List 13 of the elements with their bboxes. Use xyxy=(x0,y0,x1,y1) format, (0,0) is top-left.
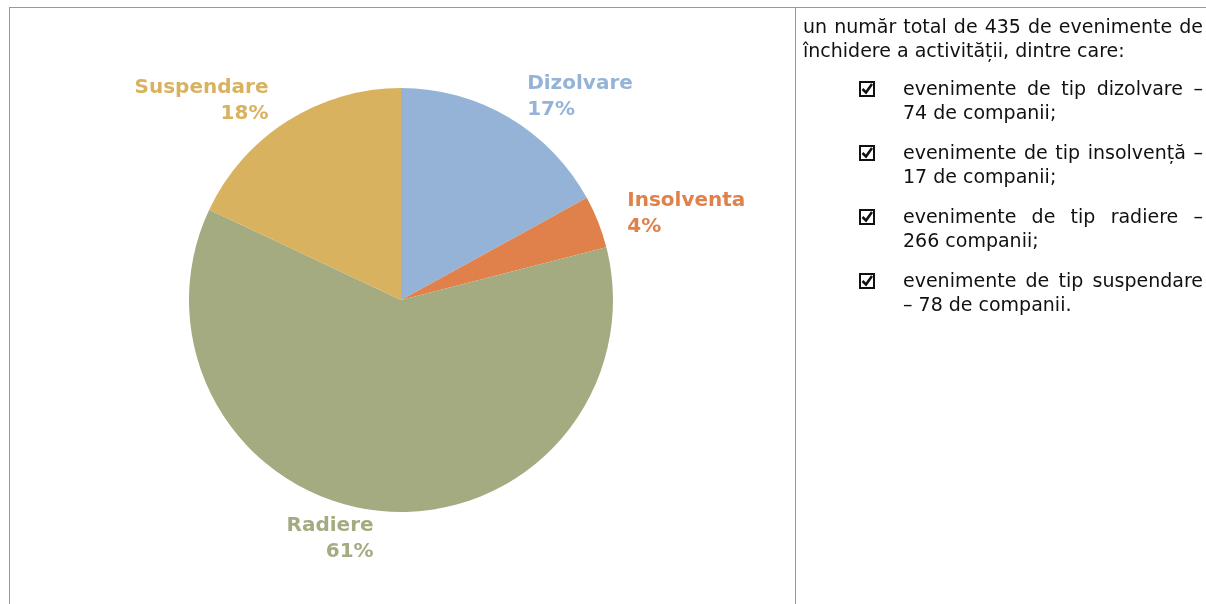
data-label: 4% xyxy=(627,213,662,238)
text: evenimente de tip dizolvare – 74 de companii; xyxy=(902,76,1203,124)
slice-label: Insolventa xyxy=(627,187,746,212)
text: evenimente de tip suspendare – 78 de companii. xyxy=(902,268,1203,316)
slice-label: Radiere xyxy=(286,511,374,536)
text: un număr total de 435 de evenimente de închidere a activității, dintre care: xyxy=(803,14,1203,62)
slice-label: Suspendare xyxy=(134,74,269,99)
data-label: 18% xyxy=(220,100,269,125)
slice-label: Dizolvare xyxy=(527,70,633,95)
data-label: 17% xyxy=(527,96,576,121)
text: evenimente de tip insolvență – 17 de companii; xyxy=(902,140,1203,188)
data-label: 61% xyxy=(325,537,374,562)
text: evenimente de tip radiere – 266 companii; xyxy=(902,204,1203,252)
